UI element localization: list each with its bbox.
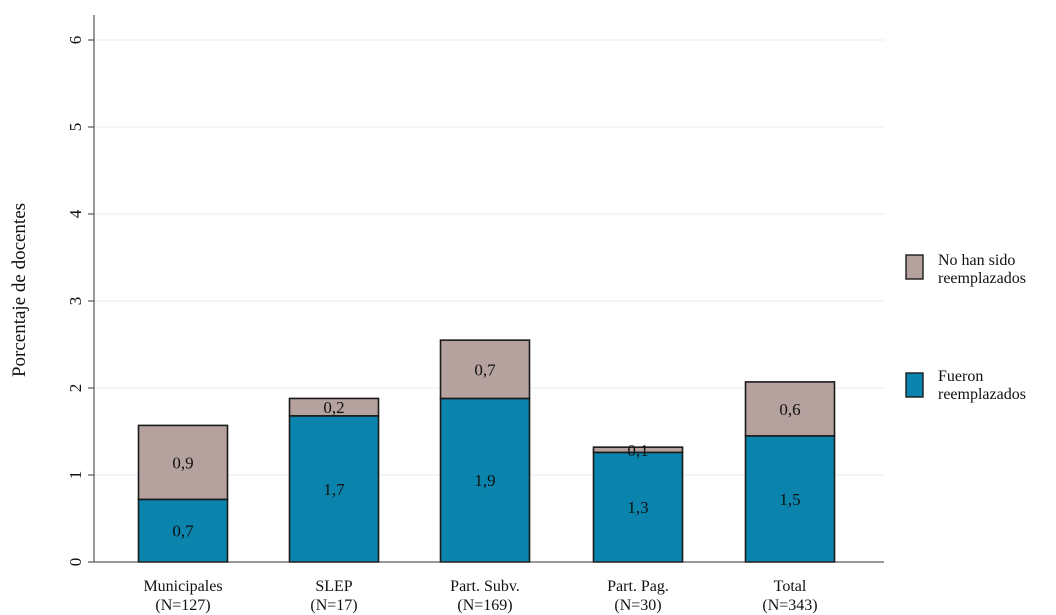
data-label-reemplazados-3: 1,3 xyxy=(627,498,648,517)
y-tick-label-1: 1 xyxy=(66,471,85,480)
legend-label-1-line-0: No han sido xyxy=(938,252,1015,269)
legend-label-0-line-0: Fueron xyxy=(938,368,983,385)
y-tick-label-3: 3 xyxy=(66,297,85,306)
y-tick-label-2: 2 xyxy=(66,384,85,393)
category-label-0: Municipales xyxy=(143,578,222,595)
y-axis-label: Porcentaje de docentes xyxy=(9,203,30,377)
data-label-no-reemplazados-1: 0,2 xyxy=(323,398,344,417)
legend-swatch-0 xyxy=(905,372,924,398)
category-label-3: Part. Pag. xyxy=(607,578,669,595)
bar-no-reemplazados-2 xyxy=(439,339,531,400)
bar-no-reemplazados-0 xyxy=(137,424,229,501)
legend-label-1-line-1: reemplazados xyxy=(938,270,1026,287)
data-label-reemplazados-0: 0,7 xyxy=(172,522,194,541)
bars: 0,7 0,9 1,7 0,2 1,9 0,7 1,3 0,1 1,5 0,6 xyxy=(137,339,836,563)
category-sublabel-0: (N=127) xyxy=(155,597,210,614)
category-sublabel-3: (N=30) xyxy=(614,597,661,614)
x-axis-labels: Municipales (N=127) SLEP (N=17) Part. Subv. (… xyxy=(143,578,817,614)
y-axis: 0 1 2 3 4 5 6 xyxy=(66,15,884,566)
y-tick-label-4: 4 xyxy=(66,209,85,218)
y-tick-label-6: 6 xyxy=(66,36,85,45)
data-label-reemplazados-2: 1,9 xyxy=(474,471,495,490)
bar-reemplazados-3 xyxy=(592,451,684,563)
category-label-4: Total xyxy=(774,578,807,595)
bar-no-reemplazados-4 xyxy=(744,381,836,437)
data-label-reemplazados-4: 1,5 xyxy=(779,490,800,509)
bar-no-reemplazados-3 xyxy=(592,446,684,454)
bar-reemplazados-1 xyxy=(288,415,380,563)
data-label-no-reemplazados-4: 0,6 xyxy=(779,400,800,419)
data-label-no-reemplazados-3: 0,1 xyxy=(627,441,648,460)
legend-label-0-line-1: reemplazados xyxy=(938,386,1026,403)
category-sublabel-2: (N=169) xyxy=(457,597,512,614)
category-sublabel-4: (N=343) xyxy=(762,597,817,614)
y-tick-label-0: 0 xyxy=(66,558,85,567)
data-label-reemplazados-1: 1,7 xyxy=(323,480,345,499)
category-sublabel-1: (N=17) xyxy=(310,597,357,614)
bar-no-reemplazados-1 xyxy=(288,397,380,417)
legend-swatch-1 xyxy=(905,254,924,280)
y-tick-label-5: 5 xyxy=(66,123,85,132)
legend: No han sidoreemplazadosFueronreemplazado… xyxy=(905,252,1026,403)
data-label-no-reemplazados-2: 0,7 xyxy=(474,360,496,379)
data-label-no-reemplazados-0: 0,9 xyxy=(172,453,193,472)
category-label-1: SLEP xyxy=(315,578,352,595)
category-label-2: Part. Subv. xyxy=(450,578,520,595)
